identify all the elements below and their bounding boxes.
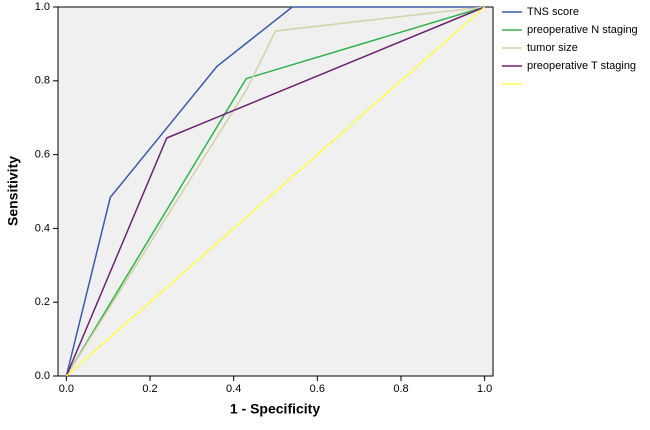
roc-line [65, 6, 485, 377]
x-tick-label: 0.0 [59, 383, 74, 395]
y-axis-label: Sensitivity [5, 156, 21, 226]
x-tick-label: 0.6 [310, 383, 325, 395]
legend-label: preoperative N staging [527, 24, 638, 36]
y-tick-label: 0.4 [35, 222, 50, 234]
roc-line [65, 6, 486, 377]
legend-label: tumor size [527, 42, 578, 54]
x-tick-label: 1.0 [477, 383, 492, 395]
roc-line [65, 6, 485, 377]
x-axis-label: 1 - Specificity [230, 401, 320, 417]
x-tick-label: 0.4 [226, 383, 241, 395]
roc-line [65, 6, 485, 377]
y-tick-label: 0.2 [35, 296, 50, 308]
x-tick-label: 0.8 [393, 383, 408, 395]
y-tick-label: 0.6 [35, 149, 50, 161]
y-tick-label: 0.0 [35, 370, 50, 382]
x-tick-label: 0.2 [142, 383, 157, 395]
legend-label: preoperative T staging [527, 60, 636, 72]
y-tick-label: 1.0 [35, 1, 50, 13]
legend-label: TNS score [527, 6, 579, 18]
y-tick-label: 0.8 [35, 75, 50, 87]
roc-line [65, 6, 485, 377]
